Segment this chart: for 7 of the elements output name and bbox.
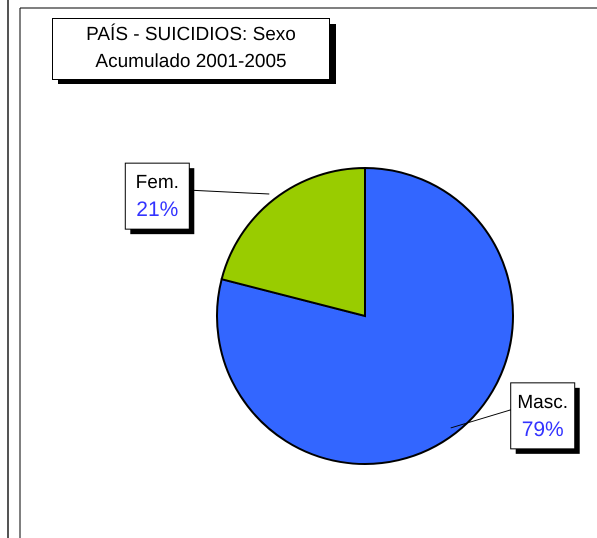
pie-slice <box>216 167 514 465</box>
slice-label: Fem. <box>136 172 179 194</box>
chart-title: PAÍS - SUICIDIOS: Sexo <box>85 22 297 47</box>
data-label: 79% <box>522 418 564 441</box>
slice-label: Masc. <box>517 392 568 413</box>
data-label: 21% <box>136 198 178 222</box>
chart-subtitle: Acumulado 2001-2005 <box>94 50 288 74</box>
